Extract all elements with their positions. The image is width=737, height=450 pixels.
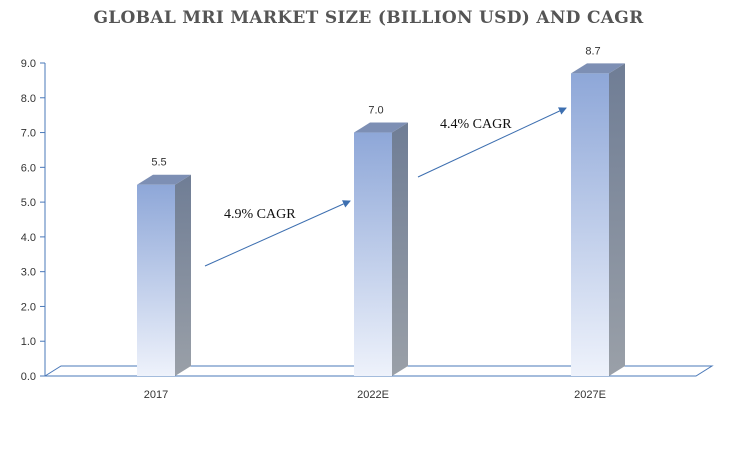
y-tick-label: 1.0 [21,336,36,348]
bar [354,122,408,376]
floor-plane [43,365,714,377]
bars [137,63,625,376]
bar-side [175,174,191,376]
bar-front [137,184,175,376]
bar [571,63,625,376]
y-tick-label: 3.0 [21,267,36,279]
y-tick-label: 0.0 [21,371,36,383]
chart-floor [43,365,714,377]
annotations: 4.9% CAGR 4.4% CAGR [204,107,567,267]
x-tick-label: 2017 [144,389,168,401]
y-tick-label: 7.0 [21,128,36,140]
y-tick-label: 8.0 [21,93,36,105]
x-tick-label: 2022E [357,389,389,401]
bar-top [354,122,408,133]
y-tick-label: 4.0 [21,232,36,244]
bar-front [571,73,609,376]
y-tick-label: 2.0 [21,301,36,313]
bar-side [392,122,408,376]
bar [137,174,191,376]
y-axis: 0.0 1.0 2.0 3.0 4.0 5.0 6.0 7.0 8.0 9.0 [21,58,46,383]
chart-title: GLOBAL MRI MARKET SIZE (BILLION USD) AND… [93,8,644,28]
data-labels: 5.5 7.0 8.7 [151,45,600,168]
data-label: 8.7 [585,45,600,57]
bar-top [571,63,625,74]
y-tick-label: 9.0 [21,58,36,70]
cagr-arrow [417,107,567,178]
data-label: 5.5 [151,157,166,169]
x-tick-label: 2027E [574,389,606,401]
cagr-arrow [204,200,351,267]
y-tick-label: 5.0 [21,197,36,209]
bar-side [609,63,625,376]
data-label: 7.0 [368,105,383,117]
cagr-label: 4.4% CAGR [440,117,512,132]
bar-top [137,174,191,185]
bar-front [354,132,392,376]
cagr-label: 4.9% CAGR [224,207,296,222]
y-tick-label: 6.0 [21,162,36,174]
x-axis: 2017 2022E 2027E [144,389,606,401]
